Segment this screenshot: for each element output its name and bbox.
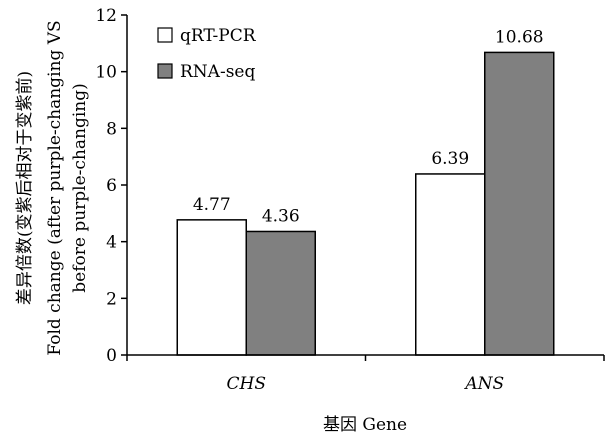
x-category-label-ans: ANS — [463, 374, 504, 394]
y-tick-label-6: 6 — [106, 176, 117, 196]
bar-chs-rna-seq — [245, 230, 316, 356]
data-label-ans-rna-seq: 10.68 — [495, 27, 544, 47]
y-axis-title-line-1: 差异倍数(变紫后相对于变紫前) — [15, 71, 35, 305]
data-label-ans-qrt-pcr: 6.39 — [431, 149, 469, 169]
y-tick-label-12: 12 — [95, 6, 117, 26]
data-label-chs-qrt-pcr: 4.77 — [193, 195, 231, 215]
plot-area: 4.77 4.36 6.39 10.68 — [176, 27, 555, 356]
legend: qRT-PCR RNA-seq — [157, 26, 257, 82]
y-tick-label-2: 2 — [106, 289, 117, 309]
bar-ans-qrt-pcr — [415, 173, 486, 356]
y-tick-label-10: 10 — [95, 63, 117, 83]
y-axis-title-line-3: before purple-changing) — [70, 83, 90, 292]
y-tick-label-0: 0 — [106, 346, 117, 366]
legend-swatch-rna-seq — [157, 63, 173, 79]
bar-chs-qrt-pcr — [176, 219, 247, 356]
legend-label-rna-seq: RNA-seq — [180, 62, 255, 82]
legend-label-qrt-pcr: qRT-PCR — [180, 26, 257, 46]
y-tick-label-8: 8 — [106, 119, 117, 139]
bar-ans-rna-seq — [484, 51, 555, 356]
x-category-label-chs: CHS — [227, 374, 266, 394]
y-axis-title-line-2: Fold change (after purple-changing VS — [45, 20, 65, 355]
x-axis-title: 基因 Gene — [323, 415, 407, 435]
y-axis-title: 差异倍数(变紫后相对于变紫前) Fold change (after purpl… — [15, 20, 90, 355]
data-label-chs-rna-seq: 4.36 — [262, 206, 300, 226]
legend-swatch-qrt-pcr — [157, 27, 173, 43]
y-tick-label-4: 4 — [106, 233, 117, 253]
